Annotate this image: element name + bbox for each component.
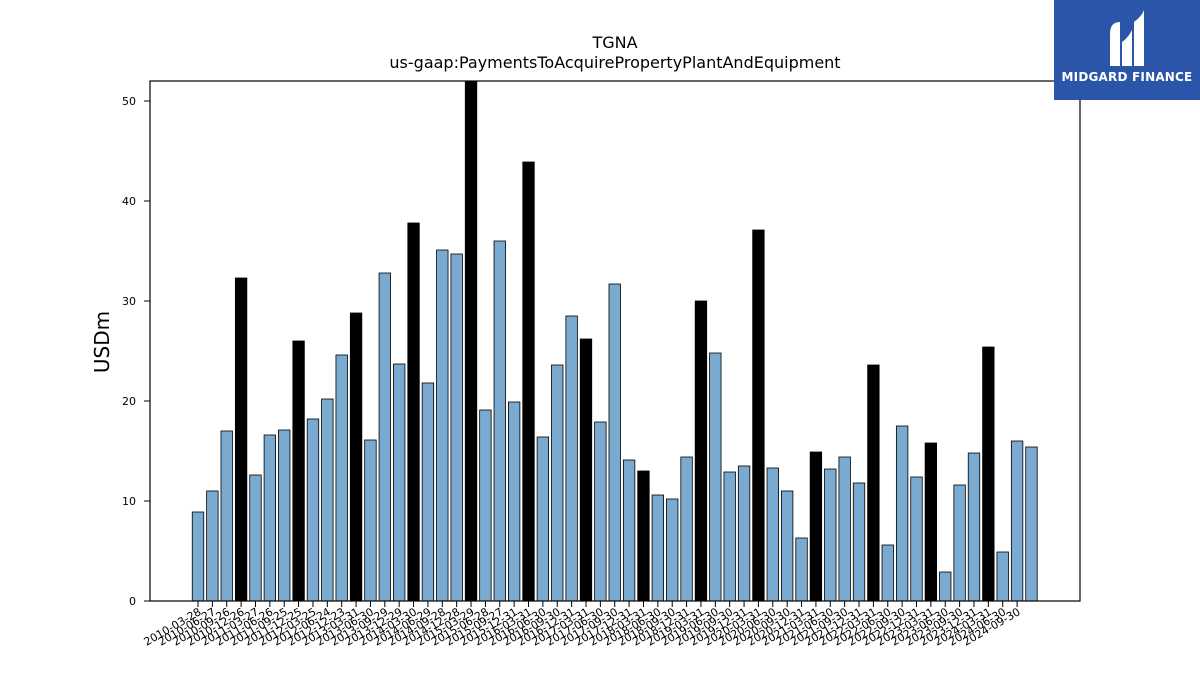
bar-2018-12-31 bbox=[680, 456, 693, 602]
bar-2020-06-30 bbox=[766, 467, 779, 602]
bar-2019-03-31 bbox=[694, 300, 708, 602]
plot-frame bbox=[149, 80, 1081, 602]
bar-2010-06-27 bbox=[206, 490, 219, 602]
bar-2022-03-31 bbox=[867, 364, 880, 602]
bar-2023-09-30 bbox=[953, 484, 966, 602]
bar-2019-06-30 bbox=[709, 352, 722, 602]
x-axis-ticks: 2010-03-282010-06-272010-09-262010-12-26… bbox=[142, 601, 1023, 649]
bar-2015-06-28 bbox=[479, 409, 492, 602]
bar-2016-03-31 bbox=[522, 161, 535, 602]
bar-2014-09-28 bbox=[436, 249, 449, 602]
bar-2016-09-30 bbox=[551, 364, 564, 602]
bar-2015-09-27 bbox=[493, 240, 506, 602]
bar-2013-06-30 bbox=[364, 439, 377, 602]
bar-2013-03-31 bbox=[349, 312, 363, 602]
midgard-logo: MIDGARD FINANCE bbox=[1054, 0, 1200, 100]
bar-2014-06-29 bbox=[421, 382, 435, 602]
bar-2014-03-30 bbox=[407, 222, 420, 602]
y-tick-label: 10 bbox=[122, 495, 136, 508]
bar-2020-12-31 bbox=[795, 537, 808, 602]
bar-2023-12-31 bbox=[967, 452, 981, 602]
bar-2020-03-31 bbox=[752, 229, 765, 602]
bar-2010-03-28 bbox=[191, 511, 205, 602]
y-axis-ticks: 0 10 20 30 40 50 bbox=[122, 95, 150, 608]
bar-2022-09-30 bbox=[895, 425, 909, 602]
bar-last bbox=[1025, 446, 1038, 602]
bar-2016-12-31 bbox=[565, 315, 578, 602]
bar-2024-03-31 bbox=[982, 346, 995, 602]
bar-2012-03-25 bbox=[306, 418, 320, 602]
bar-2013-09-29 bbox=[378, 272, 391, 602]
bar-2020-09-30 bbox=[781, 490, 794, 602]
midgard-logo-icon bbox=[1110, 10, 1144, 66]
chart-subtitle: us-gaap:PaymentsToAcquirePropertyPlantAn… bbox=[389, 53, 840, 72]
bar-2013-12-29 bbox=[393, 363, 406, 602]
bar-2015-12-31 bbox=[507, 401, 521, 602]
chart-title: TGNA bbox=[591, 33, 637, 52]
bar-2011-09-25 bbox=[278, 429, 291, 602]
bar-2010-12-26 bbox=[234, 277, 248, 602]
bar-2023-06-30 bbox=[939, 571, 952, 602]
bar-2019-09-30 bbox=[723, 471, 736, 602]
logo-text: MIDGARD FINANCE bbox=[1061, 70, 1193, 84]
bar-2017-12-31 bbox=[622, 459, 636, 602]
bar-2018-06-30 bbox=[651, 494, 664, 602]
bar-2011-12-25 bbox=[292, 340, 305, 602]
bar-2023-03-31 bbox=[924, 442, 938, 602]
bar-2015-03-29 bbox=[464, 80, 478, 602]
bar-2010-09-26 bbox=[220, 430, 233, 602]
bar-2011-06-26 bbox=[263, 434, 277, 602]
y-tick-label: 20 bbox=[122, 395, 136, 408]
y-tick-label: 40 bbox=[122, 195, 136, 208]
bar-2021-12-31 bbox=[852, 482, 866, 602]
bar-2022-06-30 bbox=[881, 544, 894, 602]
y-tick-label: 0 bbox=[129, 595, 136, 608]
y-tick-label: 50 bbox=[122, 95, 136, 108]
bar-2012-12-23 bbox=[335, 354, 348, 602]
y-axis-label: USDm bbox=[90, 311, 114, 373]
y-tick-label: 30 bbox=[122, 295, 136, 308]
bar-2011-03-27 bbox=[249, 474, 262, 602]
bar-2021-09-30 bbox=[838, 456, 851, 602]
bars-group bbox=[191, 80, 1038, 602]
bar-2016-06-30 bbox=[536, 436, 550, 602]
bar-2017-09-30 bbox=[608, 283, 621, 602]
bar-2018-03-31 bbox=[637, 470, 650, 602]
bar-2012-06-24 bbox=[321, 398, 334, 602]
bar-2017-03-31 bbox=[579, 338, 593, 602]
bar-2014-12-28 bbox=[450, 253, 463, 602]
bar-2021-06-30 bbox=[824, 468, 837, 602]
bar-2019-12-31 bbox=[737, 465, 751, 602]
bar-2021-03-31 bbox=[809, 451, 823, 602]
bar-2017-06-30 bbox=[594, 421, 607, 602]
bar-2024-06-30 bbox=[996, 551, 1009, 602]
bar-2024-09-30 bbox=[1010, 440, 1024, 602]
bar-2022-12-31 bbox=[910, 476, 923, 602]
bar-2018-09-30 bbox=[666, 498, 679, 602]
